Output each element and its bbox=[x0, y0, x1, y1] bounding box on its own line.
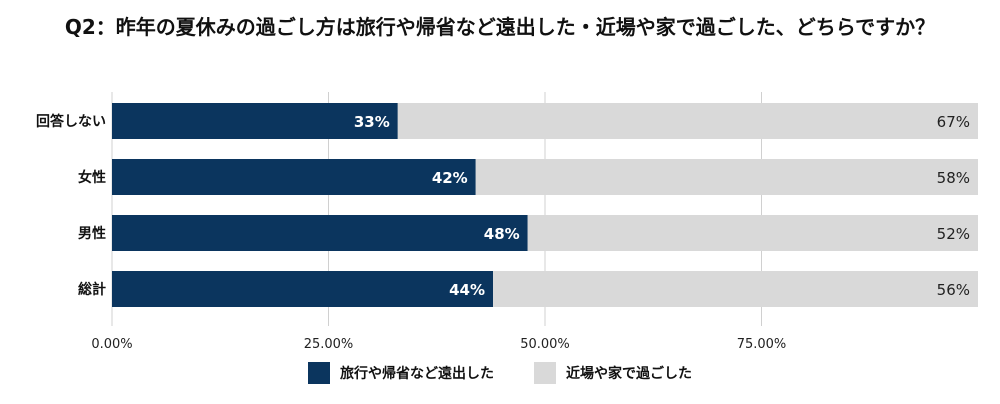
category-label: 回答しない bbox=[36, 113, 106, 130]
data-label: 48% bbox=[484, 225, 520, 243]
legend-item-home: 近場や家で過ごした bbox=[534, 362, 692, 384]
legend-label-outing: 旅行や帰省など遠出した bbox=[340, 366, 494, 382]
category-label: 男性 bbox=[78, 225, 106, 242]
data-label: 56% bbox=[937, 281, 970, 299]
data-label: 44% bbox=[449, 281, 485, 299]
x-tick-label: 25.00% bbox=[304, 337, 354, 352]
bar-segment bbox=[112, 159, 476, 195]
legend-item-outing: 旅行や帰省など遠出した bbox=[308, 362, 494, 384]
legend-swatch-outing bbox=[308, 362, 330, 384]
legend-label-home: 近場や家で過ごした bbox=[566, 366, 692, 382]
bar-segment bbox=[397, 103, 978, 139]
bar-segment bbox=[475, 159, 978, 195]
bars bbox=[112, 103, 978, 307]
x-tick-label: 0.00% bbox=[91, 337, 132, 352]
labels: 0.00% 25.00% 50.00% 75.00% 回答しない 33% 67% 女性 42% 5… bbox=[36, 113, 970, 352]
data-label: 33% bbox=[354, 113, 390, 131]
bar-segment bbox=[112, 271, 494, 307]
bar-segment bbox=[112, 103, 398, 139]
bar-segment bbox=[527, 215, 978, 251]
bar-segment bbox=[112, 215, 528, 251]
data-label: 42% bbox=[432, 169, 468, 187]
data-label: 52% bbox=[937, 225, 970, 243]
legend-swatch-home bbox=[534, 362, 556, 384]
x-tick-label: 75.00% bbox=[737, 337, 787, 352]
data-label: 67% bbox=[937, 113, 970, 131]
x-tick-label: 50.00% bbox=[520, 337, 570, 352]
legend: 旅行や帰省など遠出した 近場や家で過ごした bbox=[0, 362, 1000, 384]
bar-segment bbox=[493, 271, 978, 307]
chart-title: Q2：昨年の夏休みの過ごし方は旅行や帰省など遠出した・近場や家で過ごした、どちら… bbox=[64, 15, 936, 39]
data-label: 58% bbox=[937, 169, 970, 187]
category-label: 総計 bbox=[78, 281, 106, 298]
category-label: 女性 bbox=[78, 169, 106, 186]
